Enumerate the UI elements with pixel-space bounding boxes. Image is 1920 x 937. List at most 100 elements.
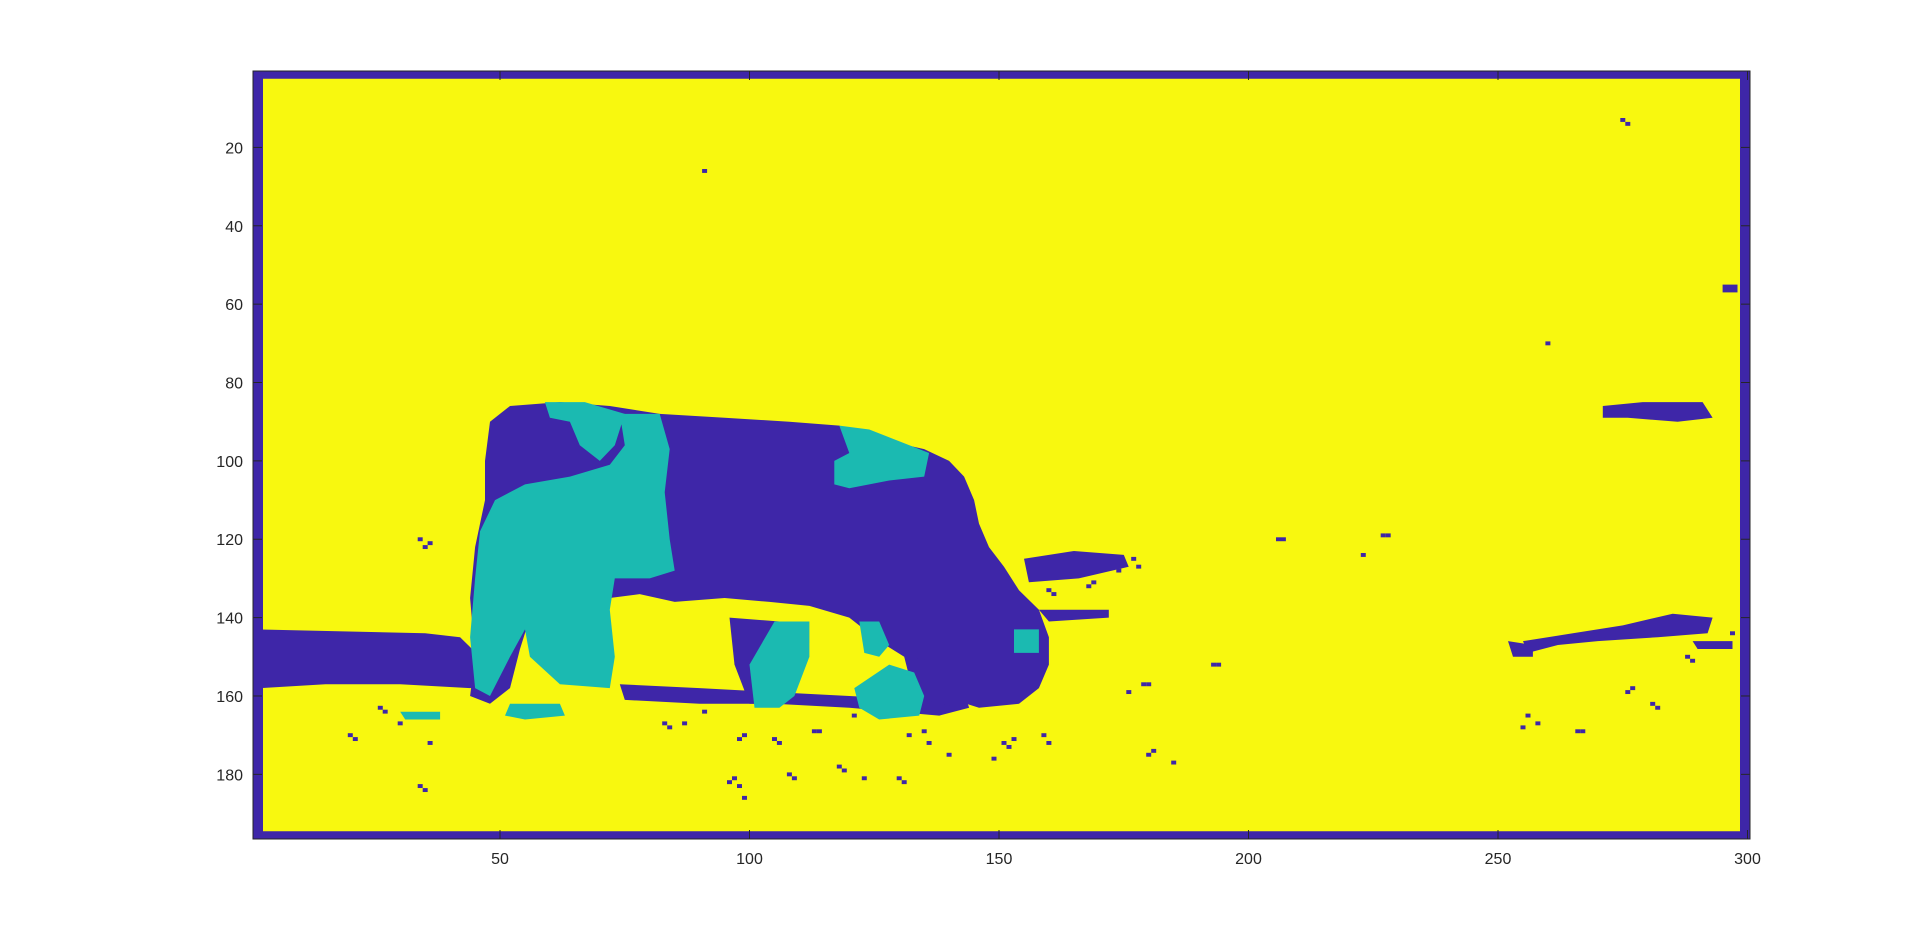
speck-54 [1575, 729, 1581, 734]
speck-16 [1146, 682, 1152, 687]
region-border-top [253, 71, 1750, 79]
heatmap-specks [347, 118, 1735, 800]
speck-8 [422, 545, 428, 550]
region-white-patch-ground [505, 703, 565, 720]
region-white-patch-leg2 [854, 664, 925, 720]
axes-box [252, 70, 1751, 840]
speck-17 [1126, 690, 1132, 695]
x-tick-label-50: 50 [491, 851, 509, 868]
speck-7 [417, 537, 423, 542]
speck-21 [667, 725, 673, 730]
region-white-patch-leg1 [749, 621, 810, 708]
speck-69 [841, 768, 847, 773]
speck-76 [352, 737, 358, 742]
speck-50 [1685, 654, 1691, 659]
x-axis: 50 100 150 200 250 300 [491, 71, 1761, 868]
speck-35 [1001, 741, 1007, 745]
speck-44 [1380, 533, 1386, 538]
speck-58 [727, 780, 732, 785]
y-tick-label-100: 100 [216, 454, 243, 471]
speck-75 [347, 733, 353, 738]
region-cow-nose-spot [1038, 609, 1109, 622]
heatmap-regions [253, 71, 1750, 839]
speck-49 [1630, 686, 1636, 691]
region-right-edge-spot [1722, 284, 1738, 293]
heatmap-background [253, 71, 1750, 839]
y-tick-label-20: 20 [225, 140, 243, 157]
region-white-patch-ground2 [400, 711, 441, 720]
x-tick-label-250: 250 [1485, 851, 1512, 868]
speck-46 [1520, 725, 1526, 730]
y-tick-label-140: 140 [216, 611, 243, 628]
speck-66 [1171, 760, 1177, 765]
y-axis: 20 40 60 80 100 120 140 160 180 [216, 140, 1750, 784]
speck-56 [1650, 701, 1656, 706]
speck-53 [1525, 713, 1531, 718]
speck-52 [1730, 631, 1735, 636]
speck-18 [397, 721, 403, 726]
speck-57 [1655, 705, 1661, 710]
speck-64 [1146, 752, 1152, 757]
speck-38 [1041, 733, 1047, 738]
y-tick-label-180: 180 [216, 767, 243, 784]
speck-51 [1690, 658, 1696, 663]
x-tick-label-300: 300 [1734, 851, 1761, 868]
speck-31 [906, 733, 912, 738]
speck-14 [1216, 662, 1222, 667]
speck-2 [1625, 121, 1631, 126]
speck-77 [377, 705, 383, 710]
speck-61 [417, 784, 423, 789]
speck-68 [836, 764, 842, 769]
speck-78 [382, 709, 388, 714]
speck-25 [742, 733, 747, 738]
speck-20 [662, 721, 668, 726]
speck-40 [1046, 588, 1052, 593]
speck-12 [1116, 568, 1122, 573]
speck-13 [1211, 662, 1217, 667]
speck-42 [1086, 584, 1092, 589]
speck-41 [1051, 592, 1057, 597]
speck-15 [1141, 682, 1147, 687]
speck-60 [737, 784, 742, 789]
region-white-patch-leg3 [859, 621, 890, 657]
plot-area [252, 70, 1751, 840]
region-cow-head-spots [1024, 551, 1129, 583]
x-tick-label-200: 200 [1235, 851, 1262, 868]
speck-11 [1136, 564, 1142, 569]
speck-24 [737, 737, 742, 742]
speck-65 [1151, 748, 1157, 753]
speck-32 [921, 729, 927, 734]
region-border-bottom [253, 831, 1750, 839]
speck-29 [816, 729, 822, 734]
x-tick-label-150: 150 [986, 851, 1013, 868]
speck-5 [1280, 537, 1286, 542]
region-right-blob-1 [1602, 402, 1713, 422]
speck-27 [776, 741, 782, 745]
speck-71 [791, 776, 797, 781]
speck-39 [1046, 741, 1052, 745]
speck-0 [702, 169, 708, 173]
y-tick-label-80: 80 [225, 376, 243, 393]
speck-23 [702, 709, 708, 714]
speck-72 [861, 776, 867, 781]
speck-67 [991, 756, 997, 761]
y-tick-label-160: 160 [216, 689, 243, 706]
speck-6 [1360, 553, 1366, 557]
region-right-blob-2 [1523, 613, 1713, 653]
y-tick-label-120: 120 [216, 532, 243, 549]
speck-73 [896, 776, 902, 781]
speck-43 [1091, 580, 1097, 585]
speck-30 [851, 713, 857, 718]
y-tick-label-60: 60 [225, 297, 243, 314]
region-border-left [253, 71, 263, 839]
speck-1 [1620, 118, 1626, 122]
region-border-right [1740, 71, 1750, 839]
speck-26 [772, 737, 777, 742]
speck-59 [732, 776, 737, 781]
speck-4 [1276, 537, 1281, 542]
speck-33 [926, 741, 932, 745]
region-right-blob-3 [1508, 641, 1533, 657]
speck-3 [1545, 341, 1551, 346]
region-white-patch-back [544, 402, 625, 461]
